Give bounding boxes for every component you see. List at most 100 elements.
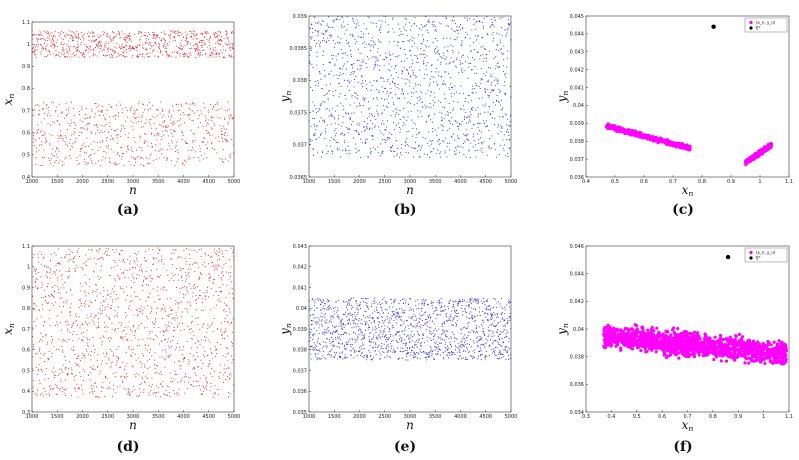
data-point [217, 136, 219, 138]
data-point [470, 142, 472, 144]
data-point [397, 147, 399, 150]
data-point [411, 59, 413, 61]
data-point [473, 19, 475, 21]
data-point [429, 95, 431, 97]
data-point [332, 95, 335, 97]
data-point [386, 98, 388, 100]
data-point [363, 41, 365, 43]
data-point [463, 133, 465, 135]
data-point [60, 42, 62, 44]
data-point [412, 71, 415, 74]
data-point [160, 148, 162, 150]
data-point [96, 106, 98, 108]
data-point [218, 39, 220, 42]
data-point [163, 156, 165, 158]
data-point [125, 45, 128, 47]
data-point [45, 334, 47, 336]
data-point [103, 114, 105, 116]
data-point [362, 97, 364, 99]
data-point [394, 108, 396, 110]
data-point [74, 267, 76, 270]
data-point [58, 306, 61, 308]
data-point [503, 74, 506, 76]
data-point [54, 36, 56, 38]
data-point [70, 119, 72, 121]
data-point [414, 16, 416, 19]
data-point [320, 156, 323, 158]
data-point [89, 392, 91, 394]
data-point [478, 122, 480, 124]
data-point [193, 45, 195, 47]
data-point [149, 56, 151, 58]
data-point [388, 51, 390, 53]
data-point [89, 366, 91, 368]
data-point [226, 32, 228, 34]
data-point [376, 97, 378, 99]
data-point [378, 41, 380, 43]
data-point [212, 47, 214, 49]
data-point [176, 150, 178, 152]
data-point [117, 142, 119, 144]
data-point [81, 389, 83, 391]
data-point [175, 103, 178, 105]
data-point [435, 15, 438, 17]
data-point [389, 92, 391, 95]
data-point [107, 48, 109, 50]
x-tick-label: 1.1 [785, 179, 793, 185]
data-point [63, 301, 65, 303]
data-point [361, 61, 363, 63]
data-point [351, 64, 353, 66]
data-point [316, 125, 318, 127]
data-point [52, 389, 54, 391]
data-point [156, 139, 158, 141]
data-point [143, 34, 145, 36]
data-point [213, 123, 215, 125]
data-point [413, 104, 415, 106]
data-point [146, 40, 148, 42]
data-point [215, 50, 217, 52]
data-point [381, 20, 383, 22]
data-point [433, 92, 435, 94]
data-point [80, 266, 82, 268]
data-point [375, 56, 377, 58]
data-point [98, 278, 100, 281]
data-point [401, 143, 403, 145]
data-point [82, 339, 84, 341]
data-point [68, 267, 70, 269]
data-point [33, 33, 35, 35]
x-axis-label: xn [682, 183, 694, 198]
data-point [75, 265, 77, 267]
data-point [227, 101, 229, 103]
data-point [51, 287, 54, 289]
data-point [430, 119, 432, 121]
data-point [322, 64, 324, 66]
data-point [373, 68, 375, 70]
data-point [89, 32, 91, 34]
data-point [213, 125, 215, 127]
data-point [440, 151, 442, 153]
data-point [509, 147, 511, 149]
data-point [332, 90, 334, 92]
data-point [377, 39, 380, 41]
data-point [36, 318, 38, 320]
data-point [379, 130, 381, 132]
data-point [357, 97, 359, 99]
data-point [386, 90, 388, 92]
data-point [378, 30, 380, 32]
data-point [98, 325, 100, 327]
data-point [386, 120, 389, 122]
data-point [85, 349, 88, 351]
data-point [466, 33, 468, 35]
data-point [398, 34, 400, 37]
data-point [218, 43, 220, 45]
data-point [193, 133, 195, 135]
data-point [110, 49, 112, 51]
data-point [83, 336, 85, 338]
data-point [370, 135, 373, 137]
data-point [412, 127, 414, 130]
data-point [103, 49, 105, 51]
data-point [378, 91, 380, 94]
data-point [126, 151, 128, 153]
data-point [65, 359, 67, 361]
data-point [79, 111, 81, 113]
